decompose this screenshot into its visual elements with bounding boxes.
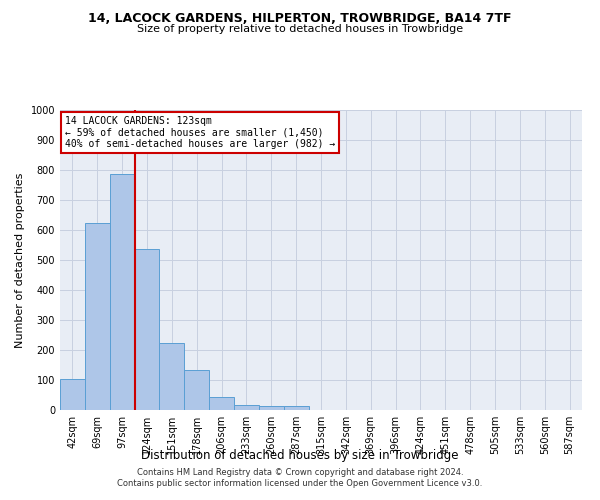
Bar <box>60 380 85 410</box>
Bar <box>284 406 308 410</box>
Bar <box>184 370 209 410</box>
Bar <box>209 398 234 410</box>
Text: Distribution of detached houses by size in Trowbridge: Distribution of detached houses by size … <box>141 448 459 462</box>
Bar <box>110 174 134 410</box>
Bar <box>134 248 160 410</box>
Bar <box>85 224 110 410</box>
Y-axis label: Number of detached properties: Number of detached properties <box>15 172 25 348</box>
Text: 14, LACOCK GARDENS, HILPERTON, TROWBRIDGE, BA14 7TF: 14, LACOCK GARDENS, HILPERTON, TROWBRIDG… <box>88 12 512 26</box>
Text: Contains HM Land Registry data © Crown copyright and database right 2024.
Contai: Contains HM Land Registry data © Crown c… <box>118 468 482 487</box>
Bar <box>259 406 284 410</box>
Text: Size of property relative to detached houses in Trowbridge: Size of property relative to detached ho… <box>137 24 463 34</box>
Bar <box>234 405 259 410</box>
Bar <box>160 344 184 410</box>
Text: 14 LACOCK GARDENS: 123sqm
← 59% of detached houses are smaller (1,450)
40% of se: 14 LACOCK GARDENS: 123sqm ← 59% of detac… <box>65 116 335 149</box>
